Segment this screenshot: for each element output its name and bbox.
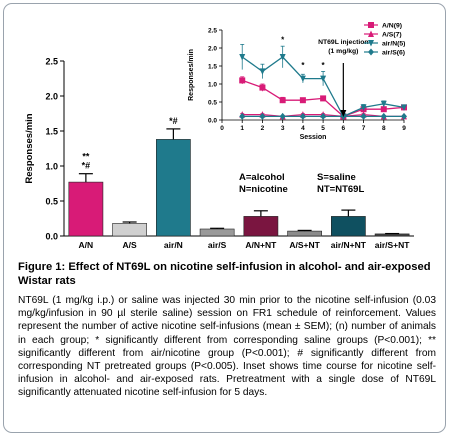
inset-marker-s2 xyxy=(368,40,374,47)
bar-x-tick-label: A/S xyxy=(123,240,138,250)
inset-marker-s2 xyxy=(259,68,266,75)
figure-panel: 0.0 0.5 1.0 1.5 2.0 2.5 Responses/min A/N A/S air… xyxy=(3,3,446,433)
inset-x-tick-label: 9 xyxy=(402,125,406,132)
inset-x-tick-label: 6 xyxy=(342,125,346,132)
inset-marker-s2 xyxy=(360,104,367,111)
inset-x-tick-label: 1 xyxy=(240,125,244,132)
figure-caption-body: NT69L (1 mg/kg i.p.) or saline was injec… xyxy=(18,295,436,399)
bar-significance-label: ** xyxy=(82,152,90,162)
inset-x-tick-label: 0 xyxy=(220,125,224,132)
inset-legend-label: A/S(7) xyxy=(382,32,402,39)
inset-x-tick-label: 4 xyxy=(301,125,305,132)
bar-x-tick-label: A/N xyxy=(79,240,94,250)
inset-x-tick-label: 7 xyxy=(362,125,366,132)
bar-x-tick-label: air/N+NT xyxy=(331,240,367,250)
inset-y-tick-label: 0.0 xyxy=(208,118,217,125)
inset-marker-s3 xyxy=(368,48,374,56)
inset-y-tick-label: 0.5 xyxy=(208,100,217,107)
inset-legend-label: air/S(6) xyxy=(382,50,405,57)
bar-y-tick-label: 1.0 xyxy=(45,162,58,172)
inset-marker-s3 xyxy=(360,112,367,120)
bar-y-tick-label: 2.5 xyxy=(45,57,58,67)
bar-2 xyxy=(156,139,191,237)
inset-marker-s2 xyxy=(320,75,327,83)
bar-x-tick-label: A/N+NT xyxy=(245,240,277,250)
inset-x-axis-title: Session xyxy=(300,134,327,141)
bar-6 xyxy=(331,216,366,237)
inset-marker-s3 xyxy=(380,112,387,120)
inset-x-tick-label: 5 xyxy=(321,125,325,132)
inset-legend-label: air/N(5) xyxy=(382,41,405,48)
figure-caption-title: Figure 1: Effect of NT69L on nicotine se… xyxy=(18,261,431,287)
bar-x-tick-label: air/N xyxy=(164,240,183,250)
inset-marker-s3 xyxy=(401,112,407,120)
bar-significance-label: *# xyxy=(82,161,91,171)
inset-marker-s0 xyxy=(239,77,246,84)
inset-marker-s0 xyxy=(299,97,306,104)
chart-area: 0.0 0.5 1.0 1.5 2.0 2.5 Responses/min A/N A/S air… xyxy=(24,22,414,250)
inset-y-axis-title: Responses/min xyxy=(188,49,195,101)
bar-y-tick-label: 0.5 xyxy=(45,197,58,207)
inset-marker-s3 xyxy=(279,112,286,120)
inset-injection-label: NT69L injection xyxy=(318,39,368,46)
inset-marker-s0 xyxy=(368,22,374,28)
inset-x-tick-label: 3 xyxy=(281,125,285,132)
inset-marker-s0 xyxy=(380,106,387,113)
inset-marker-s3 xyxy=(259,112,266,120)
inset-marker-s2 xyxy=(401,104,407,111)
inset-y-tick-label: 2.0 xyxy=(208,46,217,53)
inset-marker-s0 xyxy=(320,95,327,102)
bar-y-axis-title: Responses/min xyxy=(24,113,35,183)
inset-significance-star: * xyxy=(281,36,285,45)
bar-y-tick-label: 2.0 xyxy=(45,92,58,102)
bar-x-tick-label: air/S+NT xyxy=(375,240,411,250)
inset-marker-s1 xyxy=(368,30,374,37)
bar-legend-text: S=saline xyxy=(317,172,356,183)
bar-legend-text: N=nicotine xyxy=(239,184,288,195)
inset-injection-label: (1 mg/kg) xyxy=(328,48,358,55)
bar-3 xyxy=(199,228,235,237)
inset-injection-arrowhead xyxy=(340,110,347,117)
inset-marker-s3 xyxy=(239,112,246,120)
inset-marker-s2 xyxy=(380,100,387,108)
bar-7 xyxy=(374,233,410,237)
bar-significance-label: *# xyxy=(169,116,178,126)
bar-legend-text: A=alcohol xyxy=(239,172,285,183)
bar-y-tick-label: 0.0 xyxy=(45,232,58,242)
inset-y-tick-label: 1.5 xyxy=(208,64,217,71)
bar-1 xyxy=(112,223,147,237)
inset-marker-s2 xyxy=(279,54,286,61)
inset-marker-s0 xyxy=(259,84,266,91)
inset-marker-s3 xyxy=(299,112,306,120)
inset-x-tick-label: 2 xyxy=(261,125,265,132)
inset-significance-star: * xyxy=(322,61,326,70)
inset-marker-s0 xyxy=(279,97,286,104)
inset-x-tick-label: 8 xyxy=(382,125,386,132)
bar-legend-text: NT=NT69L xyxy=(317,184,364,195)
inset-legend-label: A/N(9) xyxy=(382,23,402,30)
bar-0 xyxy=(68,181,104,237)
inset-y-tick-label: 1.0 xyxy=(208,82,217,89)
inset-significance-star: * xyxy=(301,61,305,70)
bar-4 xyxy=(243,216,279,237)
bar-x-tick-label: A/S+NT xyxy=(289,240,320,250)
inset-marker-s2 xyxy=(299,75,306,83)
bar-x-tick-label: air/S xyxy=(208,240,227,250)
inset-marker-s3 xyxy=(320,112,327,120)
inset-marker-s2 xyxy=(239,54,246,61)
bar-y-tick-label: 1.5 xyxy=(45,127,58,137)
inset-y-tick-label: 2.5 xyxy=(208,28,217,35)
bar-5 xyxy=(287,230,322,237)
